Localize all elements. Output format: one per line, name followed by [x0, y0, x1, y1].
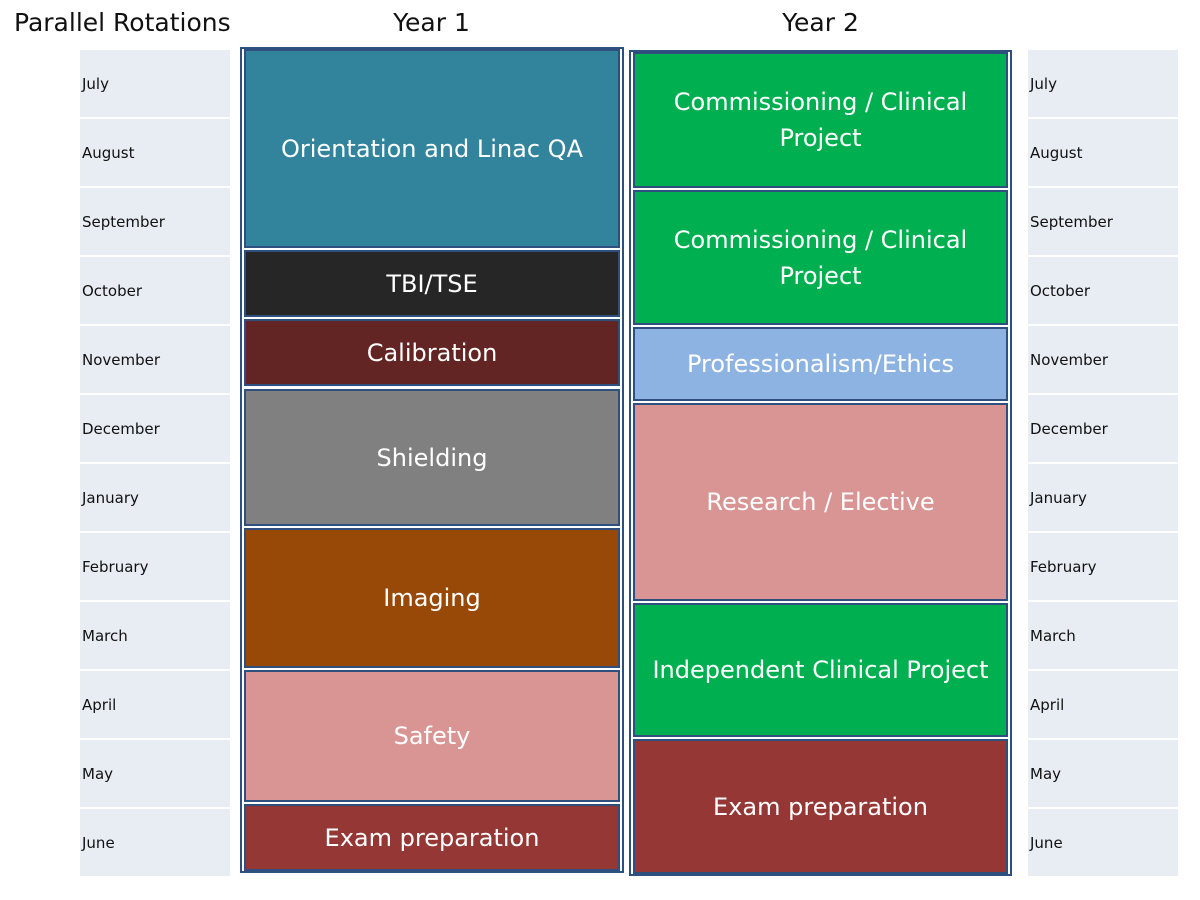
month-label: September — [1028, 188, 1178, 255]
month-label: July — [80, 50, 230, 117]
month-label: December — [1028, 395, 1178, 462]
month-label: September — [80, 188, 230, 255]
month-label: April — [1028, 671, 1178, 738]
year-1-header: Year 1 — [393, 8, 470, 37]
rotation-block-shielding: Shielding — [244, 389, 620, 526]
rotation-block-research: Research / Elective — [633, 403, 1008, 601]
month-label: December — [80, 395, 230, 462]
rotation-block-exam-preparation: Exam preparation — [244, 804, 620, 871]
rotation-block-imaging: Imaging — [244, 528, 620, 668]
month-label: February — [80, 533, 230, 600]
month-label: May — [80, 740, 230, 807]
month-label: February — [1028, 533, 1178, 600]
month-label: November — [1028, 326, 1178, 393]
rotation-block-tbi-tse: TBI/TSE — [244, 250, 620, 317]
rotation-block-commissioning-2: Commissioning / Clinical Project — [633, 190, 1008, 325]
month-label: June — [1028, 809, 1178, 876]
year-1-column: Orientation and Linac QA TBI/TSE Calibra… — [240, 47, 624, 873]
year-2-column: Commissioning / Clinical Project Commiss… — [629, 50, 1012, 876]
rotation-block-exam-preparation: Exam preparation — [633, 739, 1008, 874]
month-label: June — [80, 809, 230, 876]
month-label: March — [1028, 602, 1178, 669]
year-2-header: Year 2 — [782, 8, 859, 37]
month-label: October — [1028, 257, 1178, 324]
month-label: January — [80, 464, 230, 531]
month-label: November — [80, 326, 230, 393]
month-label: January — [1028, 464, 1178, 531]
month-label: August — [80, 119, 230, 186]
month-label: March — [80, 602, 230, 669]
right-month-column: July August September October November D… — [1028, 50, 1178, 878]
month-label: August — [1028, 119, 1178, 186]
rotation-block-commissioning-1: Commissioning / Clinical Project — [633, 52, 1008, 188]
month-label: May — [1028, 740, 1178, 807]
rotation-block-calibration: Calibration — [244, 319, 620, 386]
month-label: October — [80, 257, 230, 324]
month-label: July — [1028, 50, 1178, 117]
left-month-column: July August September October November D… — [80, 50, 230, 878]
rotation-block-orientation: Orientation and Linac QA — [244, 49, 620, 248]
rotation-block-independent-project: Independent Clinical Project — [633, 603, 1008, 737]
rotation-block-safety: Safety — [244, 670, 620, 802]
diagram-title: Parallel Rotations — [14, 8, 231, 37]
month-label: April — [80, 671, 230, 738]
rotation-block-professionalism: Professionalism/Ethics — [633, 327, 1008, 401]
